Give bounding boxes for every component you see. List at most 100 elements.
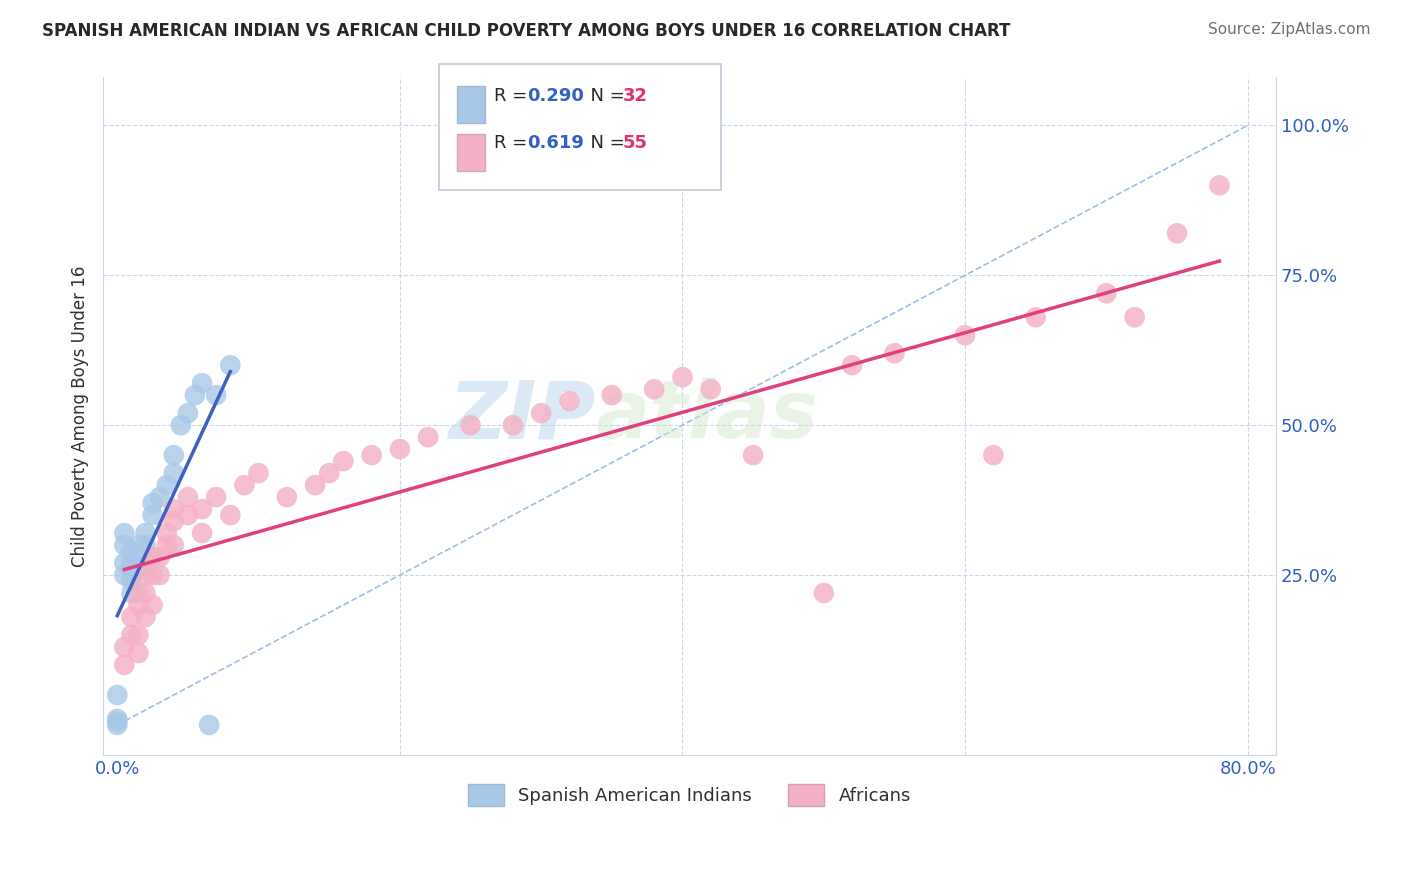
Point: [418, 430, 440, 444]
Point: [219, 508, 242, 522]
Point: [219, 358, 242, 372]
Text: R =: R =: [494, 87, 533, 104]
Text: R =: R =: [494, 134, 533, 152]
Text: N =: N =: [579, 134, 631, 152]
Point: [191, 502, 214, 516]
Point: [163, 502, 186, 516]
Point: [134, 538, 156, 552]
Point: [112, 568, 135, 582]
Point: [177, 490, 200, 504]
Point: [163, 466, 186, 480]
Point: [105, 712, 128, 726]
Text: atlas: atlas: [596, 377, 818, 455]
Point: [1025, 310, 1047, 325]
Point: [142, 550, 165, 565]
Point: [276, 490, 298, 504]
Point: [127, 562, 149, 576]
Point: [120, 544, 142, 558]
Point: [813, 586, 835, 600]
Point: [112, 538, 135, 552]
Point: [120, 568, 142, 582]
Text: N =: N =: [579, 87, 631, 104]
Text: SPANISH AMERICAN INDIAN VS AFRICAN CHILD POVERTY AMONG BOYS UNDER 16 CORRELATION: SPANISH AMERICAN INDIAN VS AFRICAN CHILD…: [42, 22, 1011, 40]
Text: 0.290: 0.290: [527, 87, 583, 104]
Point: [883, 346, 905, 360]
Point: [120, 586, 142, 600]
Point: [134, 526, 156, 541]
Point: [127, 550, 149, 565]
Point: [304, 478, 326, 492]
Point: [191, 376, 214, 391]
Point: [112, 640, 135, 654]
Point: [142, 598, 165, 612]
Point: [205, 490, 228, 504]
Point: [1095, 286, 1118, 301]
Point: [163, 514, 186, 528]
Point: [530, 406, 553, 420]
Point: [205, 388, 228, 402]
Point: [112, 556, 135, 570]
Point: [134, 610, 156, 624]
Point: [105, 718, 128, 732]
Point: [953, 328, 976, 343]
Point: [177, 508, 200, 522]
Point: [983, 448, 1005, 462]
Point: [127, 646, 149, 660]
Text: 32: 32: [623, 87, 648, 104]
Point: [191, 526, 214, 541]
Point: [120, 574, 142, 588]
Text: ZIP: ZIP: [449, 377, 596, 455]
Point: [1123, 310, 1146, 325]
Point: [149, 550, 172, 565]
Point: [360, 448, 382, 462]
Point: [134, 586, 156, 600]
Point: [105, 688, 128, 702]
Point: [198, 718, 221, 732]
Point: [502, 418, 524, 433]
Point: [156, 526, 179, 541]
Point: [149, 490, 172, 504]
Point: [600, 388, 623, 402]
Legend: Spanish American Indians, Africans: Spanish American Indians, Africans: [461, 777, 918, 814]
Point: [1166, 227, 1188, 241]
Text: 0.619: 0.619: [527, 134, 583, 152]
Point: [460, 418, 482, 433]
Point: [1208, 178, 1230, 193]
Point: [184, 388, 207, 402]
Point: [700, 382, 723, 396]
Point: [127, 586, 149, 600]
Point: [558, 394, 581, 409]
Point: [388, 442, 411, 457]
Point: [120, 556, 142, 570]
Point: [643, 382, 665, 396]
Point: [134, 550, 156, 565]
Point: [112, 657, 135, 672]
Point: [177, 406, 200, 420]
Point: [163, 448, 186, 462]
Point: [841, 358, 863, 372]
Point: [127, 598, 149, 612]
Point: [332, 454, 354, 468]
Point: [156, 478, 179, 492]
Point: [134, 568, 156, 582]
Point: [142, 568, 165, 582]
Point: [105, 714, 128, 729]
Text: Source: ZipAtlas.com: Source: ZipAtlas.com: [1208, 22, 1371, 37]
Text: 55: 55: [623, 134, 648, 152]
Point: [120, 628, 142, 642]
Point: [233, 478, 256, 492]
Point: [742, 448, 765, 462]
Point: [671, 370, 693, 384]
Point: [142, 508, 165, 522]
Point: [142, 496, 165, 510]
Point: [149, 568, 172, 582]
Y-axis label: Child Poverty Among Boys Under 16: Child Poverty Among Boys Under 16: [72, 266, 89, 566]
Point: [127, 628, 149, 642]
Point: [127, 538, 149, 552]
Point: [170, 418, 193, 433]
Point: [156, 538, 179, 552]
Point: [247, 466, 270, 480]
Point: [163, 538, 186, 552]
Point: [112, 526, 135, 541]
Point: [120, 610, 142, 624]
